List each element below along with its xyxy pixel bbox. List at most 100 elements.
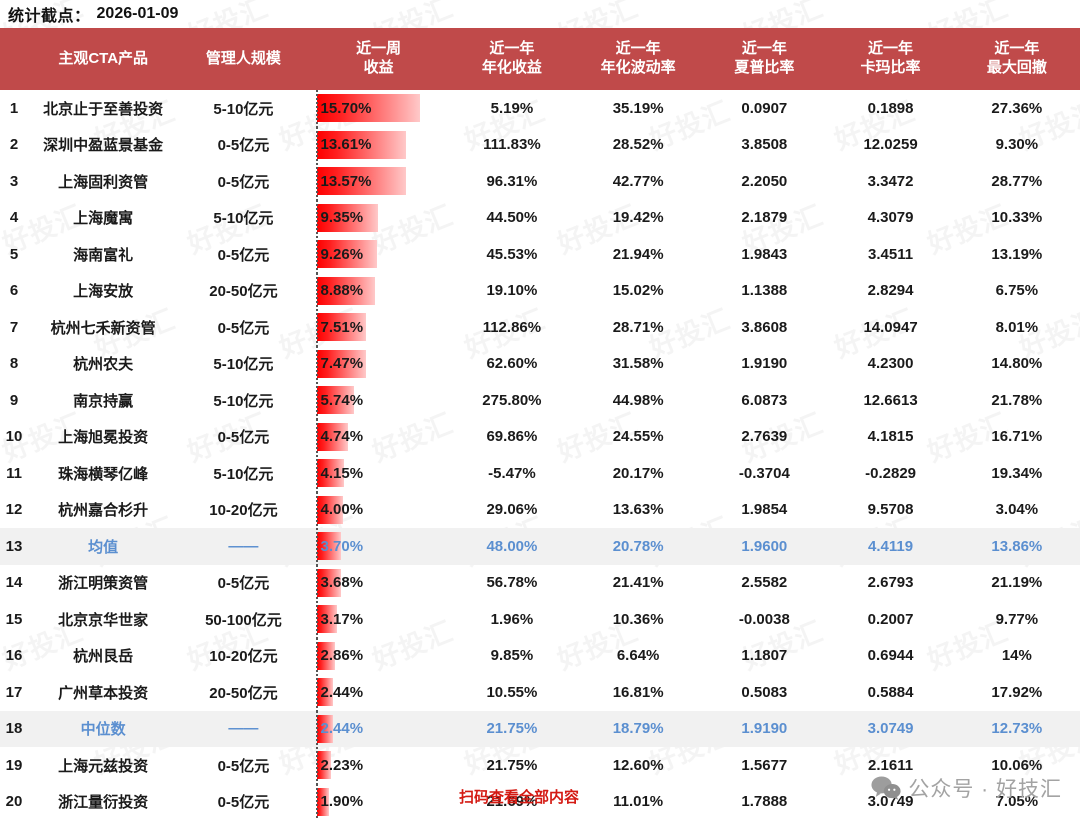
bar-wrapper: 9.26% <box>309 236 449 273</box>
bar-axis-line <box>316 528 318 565</box>
volatility-value: 42.77% <box>575 163 701 200</box>
row-index: 5 <box>0 236 28 273</box>
row-index: 13 <box>0 528 28 565</box>
bar-wrapper: 3.68% <box>309 565 449 602</box>
brand-name: 公众号 · 好技汇 <box>908 773 1062 803</box>
row-index: 1 <box>0 90 28 127</box>
column-header-product: 主观CTA产品 <box>28 28 178 90</box>
annual-return-value: -5.47% <box>449 455 575 492</box>
max-drawdown-value: 13.86% <box>954 528 1080 565</box>
week-return-value: 13.61% <box>321 127 372 164</box>
week-return-value: 2.44% <box>321 711 364 748</box>
product-name: 广州草本投资 <box>28 674 178 711</box>
volatility-value: 20.78% <box>575 528 701 565</box>
calmar-value: 0.5884 <box>827 674 953 711</box>
bar-wrapper: 15.70% <box>309 90 449 127</box>
week-return-bar-cell: 3.68% <box>309 565 449 602</box>
max-drawdown-value: 3.04% <box>954 492 1080 529</box>
product-name: 中位数 <box>28 711 178 748</box>
bar-axis-line <box>316 747 318 784</box>
column-header-volatility: 近一年 年化波动率 <box>575 28 701 90</box>
sharpe-value: 3.8508 <box>701 127 827 164</box>
product-name: 上海元兹投资 <box>28 747 178 784</box>
column-header-scale: 管理人规模 <box>178 28 308 90</box>
max-drawdown-value: 27.36% <box>954 90 1080 127</box>
row-index: 14 <box>0 565 28 602</box>
sharpe-value: 1.9854 <box>701 492 827 529</box>
annual-return-value: 96.31% <box>449 163 575 200</box>
product-name: 深圳中盈蓝景基金 <box>28 127 178 164</box>
volatility-value: 31.58% <box>575 346 701 383</box>
max-drawdown-value: 9.30% <box>954 127 1080 164</box>
page-title: 统计截点： 2026-01-09 <box>8 0 178 28</box>
sharpe-value: -0.3704 <box>701 455 827 492</box>
scan-qr-note: 扫码查看全部内容 <box>459 786 579 807</box>
manager-scale: 0-5亿元 <box>178 784 308 820</box>
max-drawdown-value: 19.34% <box>954 455 1080 492</box>
bar-wrapper: 4.74% <box>309 419 449 456</box>
bar-axis-line <box>316 638 318 675</box>
column-header-calmar-line2: 卡玛比率 <box>827 59 953 78</box>
volatility-value: 28.52% <box>575 127 701 164</box>
week-return-value: 15.70% <box>321 90 372 127</box>
bar-axis-line <box>316 273 318 310</box>
calmar-value: 12.0259 <box>827 127 953 164</box>
row-index: 16 <box>0 638 28 675</box>
manager-scale: 0-5亿元 <box>178 127 308 164</box>
bar-wrapper: 7.51% <box>309 309 449 346</box>
week-return-bar-cell: 2.44% <box>309 674 449 711</box>
max-drawdown-value: 21.78% <box>954 382 1080 419</box>
calmar-value: 14.0947 <box>827 309 953 346</box>
sharpe-value: 2.1879 <box>701 200 827 237</box>
calmar-value: 3.4511 <box>827 236 953 273</box>
sharpe-value: 1.9190 <box>701 346 827 383</box>
column-header-annual-return: 近一年 年化收益 <box>449 28 575 90</box>
manager-scale: 0-5亿元 <box>178 309 308 346</box>
bar-axis-line <box>316 492 318 529</box>
volatility-value: 15.02% <box>575 273 701 310</box>
week-return-bar-cell: 9.26% <box>309 236 449 273</box>
sharpe-value: 3.8608 <box>701 309 827 346</box>
bar-axis-line <box>316 309 318 346</box>
product-name: 上海旭冕投资 <box>28 419 178 456</box>
week-return-value: 7.51% <box>321 309 364 346</box>
manager-scale: —— <box>178 711 308 748</box>
week-return-bar-cell: 13.61% <box>309 127 449 164</box>
volatility-value: 12.60% <box>575 747 701 784</box>
bar-wrapper: 1.90% <box>309 784 449 820</box>
max-drawdown-value: 21.19% <box>954 565 1080 602</box>
page-title-date: 2026-01-09 <box>97 5 179 23</box>
sharpe-value: 1.1807 <box>701 638 827 675</box>
max-drawdown-value: 17.92% <box>954 674 1080 711</box>
annual-return-value: 111.83% <box>449 127 575 164</box>
annual-return-value: 69.86% <box>449 419 575 456</box>
bar-axis-line <box>316 127 318 164</box>
column-header-sharpe-line2: 夏普比率 <box>701 59 827 78</box>
week-return-bar-cell: 3.70% <box>309 528 449 565</box>
calmar-value: 4.1815 <box>827 419 953 456</box>
bar-wrapper: 4.00% <box>309 492 449 529</box>
row-index: 6 <box>0 273 28 310</box>
column-header-max-drawdown: 近一年 最大回撤 <box>954 28 1080 90</box>
row-index: 12 <box>0 492 28 529</box>
bar-axis-line <box>316 200 318 237</box>
